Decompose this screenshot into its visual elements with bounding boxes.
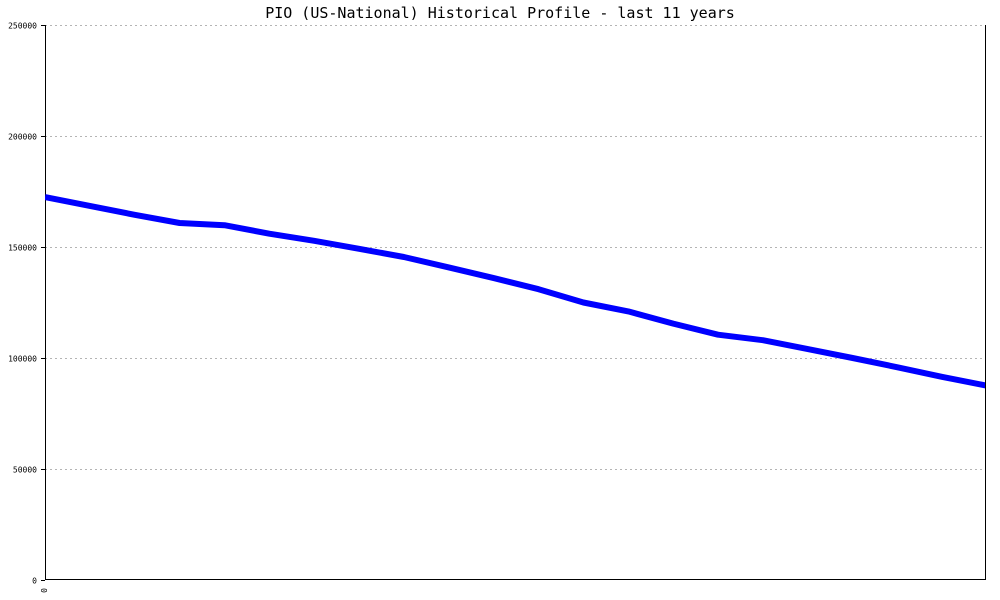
series-line bbox=[45, 194, 985, 389]
chart-title: PIO (US-National) Historical Profile - l… bbox=[265, 4, 735, 22]
grid-lines bbox=[45, 25, 985, 470]
y-tick-label: 250000 bbox=[8, 22, 37, 31]
x-tick-label: 0 bbox=[40, 588, 49, 593]
x-tick-labels: 0 bbox=[40, 588, 49, 593]
axes bbox=[45, 25, 986, 580]
y-tick-label: 200000 bbox=[8, 133, 37, 142]
y-tick-label: 100000 bbox=[8, 355, 37, 364]
series bbox=[45, 194, 985, 389]
y-tick-label: 150000 bbox=[8, 244, 37, 253]
y-tick-label: 0 bbox=[32, 577, 37, 586]
y-tick-labels: 0 50000 100000 150000 200000 250000 bbox=[8, 22, 45, 586]
y-tick-label: 50000 bbox=[13, 466, 37, 475]
